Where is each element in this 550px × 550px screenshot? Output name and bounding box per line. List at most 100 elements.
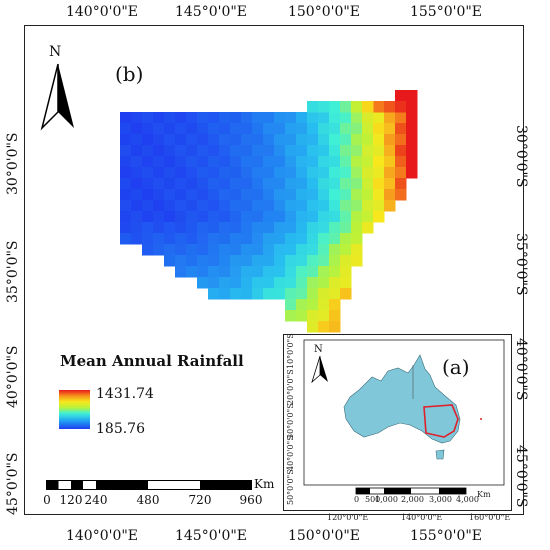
grid-cell: [252, 222, 264, 234]
grid-cell: [307, 310, 319, 322]
grid-cell: [197, 112, 209, 124]
grid-cell: [373, 145, 385, 157]
grid-cell: [307, 145, 319, 157]
grid-cell: [307, 288, 319, 300]
grid-cell: [340, 145, 352, 157]
grid-cell: [153, 178, 165, 190]
grid-cell: [230, 233, 242, 245]
grid-cell: [186, 233, 198, 245]
grid-cell: [307, 266, 319, 278]
grid-cell: [263, 123, 275, 135]
grid-cell: [329, 244, 341, 256]
grid-cell: [285, 145, 297, 157]
grid-cell: [362, 167, 374, 179]
grid-cell: [274, 233, 286, 245]
grid-cell: [186, 189, 198, 201]
grid-cell: [340, 112, 352, 124]
grid-cell: [230, 277, 242, 289]
grid-cell: [329, 200, 341, 212]
grid-cell: [208, 277, 220, 289]
grid-cell: [340, 101, 352, 113]
grid-cell: [274, 266, 286, 278]
grid-cell: [384, 145, 396, 157]
inset-lat-tick: 30°0'0"S: [286, 403, 295, 439]
grid-cell: [120, 156, 132, 168]
grid-cell: [153, 156, 165, 168]
grid-cell: [219, 277, 231, 289]
grid-cell: [241, 145, 253, 157]
grid-cell: [318, 244, 330, 256]
grid-cell: [351, 101, 363, 113]
grid-cell: [164, 200, 176, 212]
grid-cell: [307, 112, 319, 124]
grid-cell: [241, 222, 253, 234]
grid-cell: [285, 112, 297, 124]
grid-cell: [230, 112, 242, 124]
grid-cell: [285, 299, 297, 311]
grid-cell: [318, 189, 330, 201]
grid-cell: [351, 167, 363, 179]
inset-scale-label: 1,000: [375, 495, 398, 504]
inset-scale-label: 0: [354, 495, 360, 504]
inset-map-graphic: [303, 339, 505, 495]
grid-cell: [274, 244, 286, 256]
inset-lon-tick: 160°0'0"E: [469, 513, 511, 522]
grid-cell: [186, 211, 198, 223]
grid-cell: [197, 123, 209, 135]
grid-cell: [296, 189, 308, 201]
grid-cell: [296, 288, 308, 300]
grid-cell: [384, 178, 396, 190]
grid-cell: [142, 200, 154, 212]
grid-cell: [340, 277, 352, 289]
grid-cell: [351, 255, 363, 267]
grid-cell: [384, 101, 396, 113]
grid-cell: [186, 156, 198, 168]
grid-cell: [263, 145, 275, 157]
grid-cell: [406, 101, 418, 113]
grid-cell: [153, 222, 165, 234]
grid-cell: [142, 178, 154, 190]
grid-cell: [373, 134, 385, 146]
grid-cell: [120, 178, 132, 190]
grid-cell: [362, 189, 374, 201]
grid-cell: [175, 211, 187, 223]
grid-cell: [241, 233, 253, 245]
grid-cell: [153, 123, 165, 135]
grid-cell: [362, 211, 374, 223]
grid-cell: [296, 123, 308, 135]
scale-label: 480: [136, 493, 160, 507]
grid-cell: [285, 233, 297, 245]
grid-cell: [230, 244, 242, 256]
grid-cell: [384, 200, 396, 212]
grid-cell: [307, 156, 319, 168]
grid-cell: [120, 211, 132, 223]
grid-cell: [230, 134, 242, 146]
grid-cell: [318, 178, 330, 190]
grid-cell: [208, 200, 220, 212]
grid-cell: [208, 211, 220, 223]
inset-lat-tick: 10°0'0"S: [286, 333, 295, 369]
grid-cell: [241, 277, 253, 289]
grid-cell: [318, 167, 330, 179]
grid-cell: [263, 222, 275, 234]
grid-cell: [252, 134, 264, 146]
grid-cell: [208, 156, 220, 168]
grid-cell: [340, 211, 352, 223]
grid-cell: [285, 200, 297, 212]
lon-tick-top-140: 140°0'0"E: [65, 4, 139, 20]
grid-cell: [208, 255, 220, 267]
grid-cell: [351, 200, 363, 212]
grid-cell: [329, 123, 341, 135]
grid-cell: [186, 112, 198, 124]
grid-cell: [307, 299, 319, 311]
grid-cell: [252, 123, 264, 135]
grid-cell: [252, 178, 264, 190]
grid-cell: [296, 178, 308, 190]
grid-cell: [340, 222, 352, 234]
grid-cell: [329, 266, 341, 278]
grid-cell: [153, 145, 165, 157]
grid-cell: [274, 255, 286, 267]
grid-cell: [186, 244, 198, 256]
grid-cell: [318, 233, 330, 245]
grid-cell: [395, 123, 407, 135]
